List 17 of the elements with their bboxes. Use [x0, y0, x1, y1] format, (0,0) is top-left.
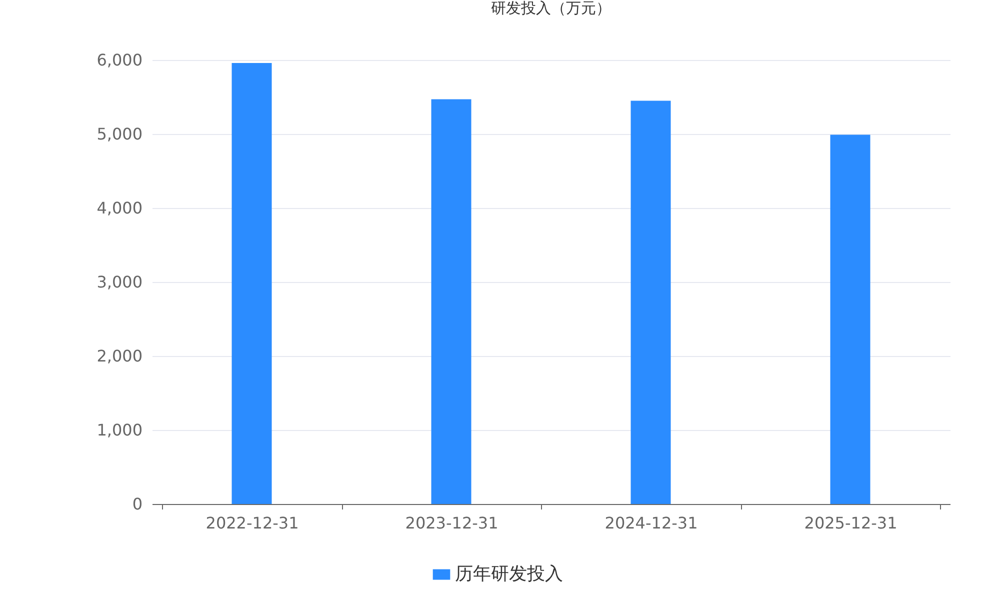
legend-label: 历年研发投入 — [455, 564, 563, 584]
y-tick-label: 1,000 — [96, 420, 142, 440]
y-tick-label: 5,000 — [96, 124, 142, 144]
x-tick-label: 2024-12-31 — [604, 514, 698, 532]
chart-title: 研发投入（万元） — [491, 0, 611, 17]
bar — [232, 62, 272, 504]
y-tick-label: 2,000 — [96, 346, 142, 366]
x-tick-label: 2022-12-31 — [206, 514, 299, 532]
y-tick-label: 3,000 — [96, 272, 142, 292]
bar — [830, 134, 870, 504]
bar — [431, 99, 472, 504]
y-tick-label: 4,000 — [96, 198, 142, 218]
x-tick-label: 2025-12-31 — [804, 514, 898, 532]
y-tick-label: 6,000 — [96, 50, 142, 70]
x-tick-label: 2023-12-31 — [405, 514, 498, 532]
y-tick-label: 0 — [132, 494, 142, 514]
bar — [630, 100, 671, 504]
